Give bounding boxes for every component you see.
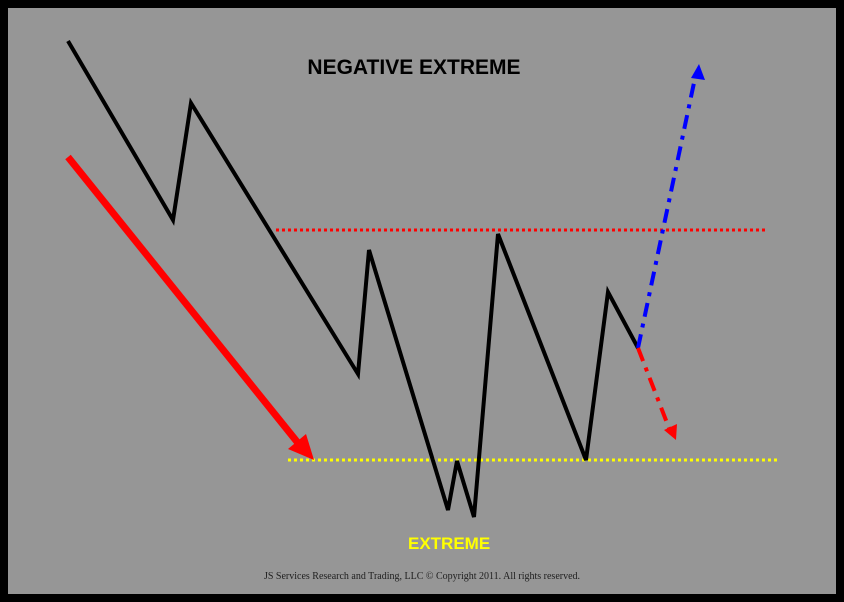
trend-arrow: [65, 154, 314, 460]
copyright-footer: JS Services Research and Trading, LLC © …: [263, 571, 581, 582]
chart-title: NEGATIVE EXTREME: [307, 56, 521, 79]
breakout-up-arrow: [636, 64, 705, 349]
price-line: [66, 39, 640, 518]
diagram-frame: [8, 8, 836, 594]
breakdown-arrow: [636, 347, 677, 440]
extreme-label: EXTREME: [408, 534, 491, 553]
